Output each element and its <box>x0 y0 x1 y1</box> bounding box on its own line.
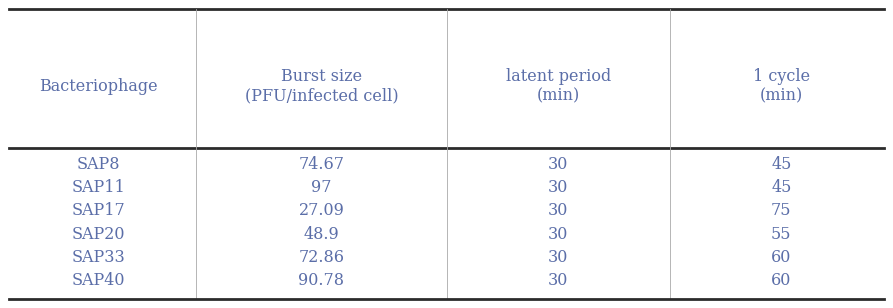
Text: SAP17: SAP17 <box>71 202 125 220</box>
Text: SAP11: SAP11 <box>71 179 125 196</box>
Text: 30: 30 <box>548 272 568 289</box>
Text: 72.86: 72.86 <box>298 249 345 266</box>
Text: latent period
(min): latent period (min) <box>505 68 611 104</box>
Text: SAP33: SAP33 <box>71 249 125 266</box>
Text: 30: 30 <box>548 179 568 196</box>
Text: 97: 97 <box>312 179 331 196</box>
Text: 48.9: 48.9 <box>304 226 339 243</box>
Text: SAP40: SAP40 <box>71 272 125 289</box>
Text: 30: 30 <box>548 156 568 173</box>
Text: 60: 60 <box>772 249 791 266</box>
Text: 1 cycle
(min): 1 cycle (min) <box>753 68 810 104</box>
Text: 75: 75 <box>772 202 791 220</box>
Text: 30: 30 <box>548 249 568 266</box>
Text: 30: 30 <box>548 202 568 220</box>
Text: 90.78: 90.78 <box>298 272 345 289</box>
Text: SAP8: SAP8 <box>77 156 120 173</box>
Text: Burst size
(PFU/infected cell): Burst size (PFU/infected cell) <box>245 68 398 104</box>
Text: 55: 55 <box>772 226 791 243</box>
Text: 60: 60 <box>772 272 791 289</box>
Text: 27.09: 27.09 <box>298 202 345 220</box>
Text: 74.67: 74.67 <box>298 156 345 173</box>
Text: SAP20: SAP20 <box>71 226 125 243</box>
Text: Bacteriophage: Bacteriophage <box>39 78 157 95</box>
Text: 30: 30 <box>548 226 568 243</box>
Text: 45: 45 <box>772 156 791 173</box>
Text: 45: 45 <box>772 179 791 196</box>
